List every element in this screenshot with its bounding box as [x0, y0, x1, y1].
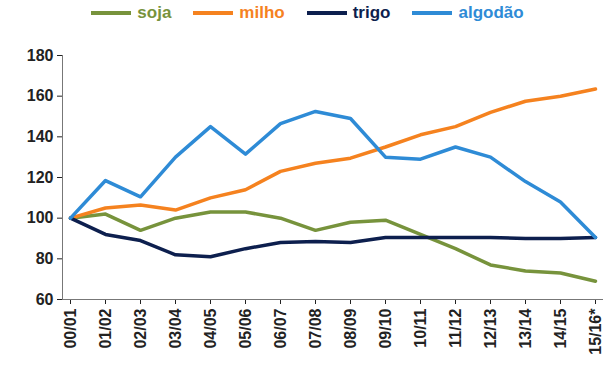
- svg-text:12/13: 12/13: [482, 308, 499, 348]
- svg-text:08/09: 08/09: [342, 308, 359, 348]
- svg-text:09/10: 09/10: [377, 308, 394, 348]
- svg-text:14/15: 14/15: [552, 308, 569, 348]
- svg-text:120: 120: [27, 169, 54, 186]
- svg-text:05/06: 05/06: [237, 308, 254, 348]
- svg-text:07/08: 07/08: [307, 308, 324, 348]
- svg-text:160: 160: [27, 87, 54, 104]
- html-text:milho: milho: [239, 2, 285, 22]
- svg-text:60: 60: [36, 291, 54, 308]
- svg-text:00/01: 00/01: [62, 308, 79, 348]
- svg-text:15/16*: 15/16*: [587, 308, 604, 355]
- svg-text:06/07: 06/07: [272, 308, 289, 348]
- svg-text:180: 180: [27, 47, 54, 64]
- html-text:trigo: trigo: [352, 2, 391, 22]
- html-text:algodão: algodão: [458, 2, 524, 22]
- svg-text:80: 80: [36, 250, 54, 267]
- svg-text:01/02: 01/02: [97, 308, 114, 348]
- svg-text:02/03: 02/03: [132, 308, 149, 348]
- svg-text:100: 100: [27, 209, 54, 226]
- svg-text:03/04: 03/04: [167, 308, 184, 348]
- svg-text:10/11: 10/11: [412, 308, 429, 347]
- html-text:soja: soja: [137, 2, 172, 22]
- svg-text:11/12: 11/12: [447, 308, 464, 347]
- svg-text:140: 140: [27, 128, 54, 145]
- svg-text:13/14: 13/14: [517, 308, 534, 348]
- svg-text:04/05: 04/05: [202, 308, 219, 348]
